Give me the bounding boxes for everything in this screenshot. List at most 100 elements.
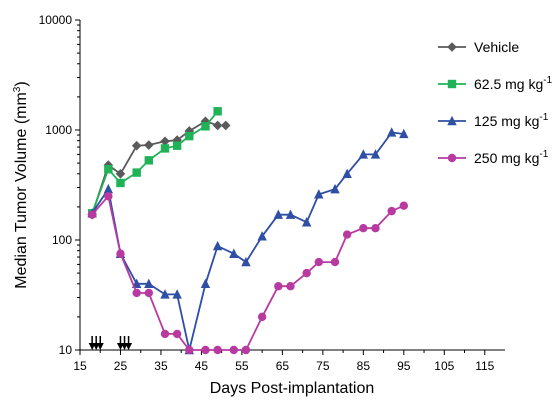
x-tick-label: 85 [357,359,371,373]
data-point [116,178,125,188]
data-point [104,192,113,201]
data-point [314,189,324,199]
dosing-arrows [88,336,133,350]
data-point [273,209,284,219]
legend-item: 62.5 mg kg-1 [438,75,553,92]
legend-label: 250 mg kg-1 [474,149,549,166]
x-tick-label: 45 [195,359,209,373]
data-point [132,168,141,177]
legend-label: 125 mg kg-1 [474,112,549,129]
x-tick-label: 75 [316,359,330,373]
legend-label-sup: -1 [539,112,548,123]
data-point [241,256,251,267]
legend-item: 250 mg kg-1 [438,149,549,166]
data-point [257,312,267,322]
series-3 [87,127,409,355]
x-tick-label: 25 [114,359,128,373]
legend-label-main: 62.5 mg kg [474,76,543,92]
data-point [314,257,324,267]
data-point [201,122,210,131]
legend-swatch-marker [447,153,457,163]
data-point [144,140,154,150]
y-axis-title-sup: 3 [12,86,23,92]
data-point [342,230,352,239]
data-point [172,141,182,150]
data-point [386,127,397,137]
data-point [185,131,194,141]
data-point [160,144,170,153]
x-tick-label: 35 [154,359,168,373]
data-point [172,289,182,299]
data-point [220,120,231,131]
dose-arrow-head [96,343,104,350]
legend-item: 125 mg kg-1 [438,112,549,129]
data-point [213,345,222,355]
series-line [91,110,219,214]
data-point [286,282,295,291]
data-point [359,224,368,233]
series-2 [87,107,222,218]
axes [79,20,505,351]
data-point [358,149,369,159]
data-point [115,168,126,179]
data-point [342,168,352,178]
data-point [116,249,125,258]
data-point [144,278,154,288]
data-point [399,201,409,210]
x-axis-title: Days Post-implantation [210,380,375,397]
x-ticks: 15 25 35 45 55 65 75 85 95 105 115 [73,350,495,373]
legend-label: 62.5 mg kg-1 [474,75,553,92]
y-tick-label: 10 [59,343,73,357]
data-point [371,224,380,233]
y-axis-title-tail: ) [13,81,30,86]
data-point [257,231,267,241]
x-tick-label: 95 [397,359,411,373]
series-line [91,194,405,351]
legend-label-main: 125 mg kg [474,113,539,129]
series-layer [87,107,409,355]
data-point [399,128,409,139]
dose-arrow-head [125,343,133,350]
legend-label-sup: -1 [539,149,548,160]
data-point [104,165,113,174]
legend-item: Vehicle [438,39,519,55]
data-point [302,268,311,278]
data-point [370,149,381,159]
data-point [131,140,142,151]
data-point [160,289,170,299]
y-tick-label: 1000 [45,123,72,137]
data-point [144,156,154,165]
series-line [91,131,404,351]
data-point [229,248,239,258]
data-point [387,206,396,216]
data-point [330,257,340,267]
y-ticks: 10 100 1000 10000 [39,13,80,357]
data-point [87,210,97,219]
data-point [185,345,194,355]
legend-label-sup: -1 [543,75,552,86]
data-point [103,183,114,194]
data-point [285,209,296,219]
legend-label-main: 250 mg kg [474,150,539,166]
legend-swatch-marker [447,42,457,52]
data-point [274,282,283,291]
x-tick-label: 65 [276,359,290,373]
x-tick-label: 15 [73,359,87,373]
data-point [213,107,222,116]
data-point [241,345,251,355]
data-point [144,288,154,298]
data-point [330,183,340,194]
data-point [200,278,211,288]
data-point [160,329,170,339]
data-point [132,288,141,298]
data-point [229,345,239,355]
y-tick-label: 10000 [39,13,73,27]
x-tick-label: 115 [475,359,494,373]
legend-label-main: Vehicle [474,39,519,55]
data-point [212,240,223,251]
y-axis-title-main: Median Tumor Volume (mm [13,92,30,289]
series-4 [87,192,409,355]
